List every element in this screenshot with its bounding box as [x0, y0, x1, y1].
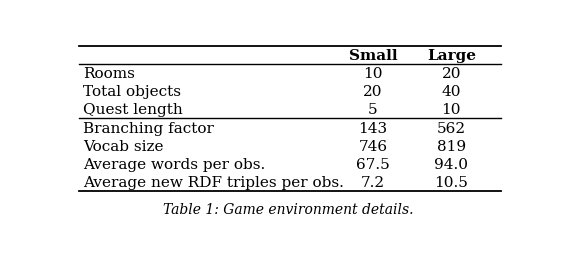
- Text: 20: 20: [442, 67, 461, 81]
- Text: Vocab size: Vocab size: [83, 140, 164, 154]
- Text: 10: 10: [442, 103, 461, 117]
- Text: 10.5: 10.5: [434, 176, 468, 190]
- Text: 10: 10: [363, 67, 383, 81]
- Text: Average words per obs.: Average words per obs.: [83, 158, 266, 172]
- Text: 819: 819: [437, 140, 466, 154]
- Text: Table 1: Game environment details.: Table 1: Game environment details.: [163, 203, 413, 217]
- Text: Branching factor: Branching factor: [83, 122, 214, 135]
- Text: 7.2: 7.2: [361, 176, 385, 190]
- Text: 67.5: 67.5: [356, 158, 390, 172]
- Text: 5: 5: [368, 103, 378, 117]
- Text: 562: 562: [437, 122, 466, 135]
- Text: Quest length: Quest length: [83, 103, 183, 117]
- Text: Small: Small: [348, 48, 397, 63]
- Text: 20: 20: [363, 85, 383, 99]
- Text: 94.0: 94.0: [434, 158, 468, 172]
- Text: 143: 143: [359, 122, 388, 135]
- Text: 40: 40: [442, 85, 461, 99]
- Text: Large: Large: [427, 48, 476, 63]
- Text: Average new RDF triples per obs.: Average new RDF triples per obs.: [83, 176, 344, 190]
- Text: 746: 746: [359, 140, 388, 154]
- Text: Rooms: Rooms: [83, 67, 135, 81]
- Text: Total objects: Total objects: [83, 85, 182, 99]
